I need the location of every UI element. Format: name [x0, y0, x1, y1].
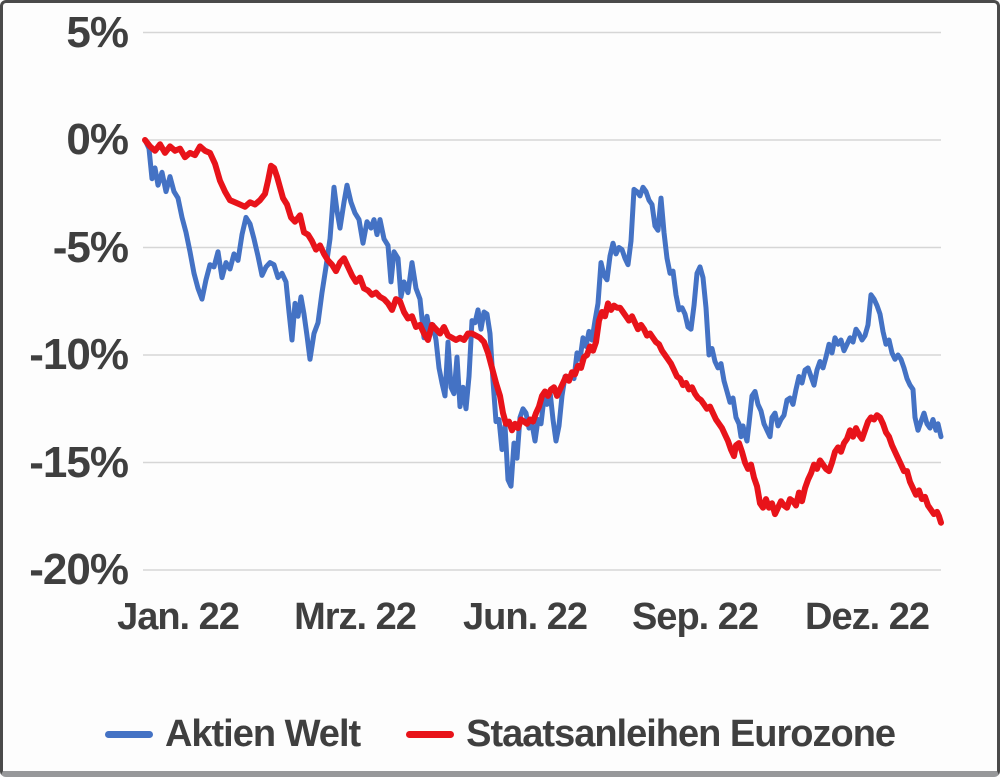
- y-axis-tick-label: -5%: [52, 222, 129, 272]
- legend: Aktien Welt Staatsanleihen Eurozone: [0, 706, 1000, 762]
- y-axis-tick-label: -15%: [29, 437, 129, 487]
- legend-swatch-staatsanleihen-eurozone: [406, 730, 455, 738]
- y-axis-tick-label: 0%: [66, 115, 129, 164]
- legend-item-aktien-welt: Aktien Welt: [104, 713, 361, 755]
- legend-label-staatsanleihen-eurozone: Staatsanleihen Eurozone: [466, 713, 896, 755]
- y-axis-tick-label: 5%: [66, 7, 129, 57]
- y-axis-tick-label: -10%: [29, 330, 129, 379]
- x-axis-tick-label: Dez. 22: [805, 596, 930, 638]
- x-axis-tick-label: Jan. 22: [117, 596, 240, 638]
- series-line-staatsanleihen-eurozone: [142, 137, 944, 526]
- legend-label-aktien-welt: Aktien Welt: [164, 713, 361, 755]
- x-axis-tick-label: Sep. 22: [631, 596, 759, 638]
- legend-item-staatsanleihen-eurozone: Staatsanleihen Eurozone: [406, 713, 896, 755]
- legend-swatch-aktien-welt: [104, 730, 153, 738]
- y-axis-tick-label: -20%: [29, 545, 129, 594]
- x-axis-tick-label: Jun. 22: [463, 596, 588, 638]
- series-line-aktien-welt: [142, 137, 944, 489]
- x-axis-tick-label: Mrz. 22: [294, 596, 417, 638]
